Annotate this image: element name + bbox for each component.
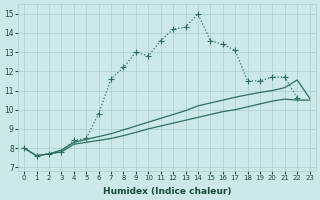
X-axis label: Humidex (Indice chaleur): Humidex (Indice chaleur) bbox=[103, 187, 231, 196]
